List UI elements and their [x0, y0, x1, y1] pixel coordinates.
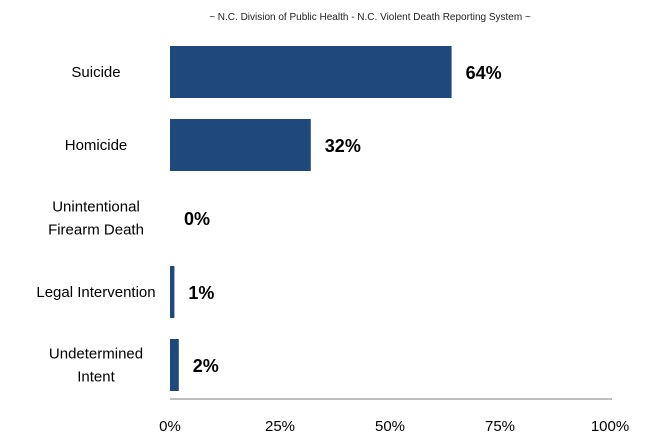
x-ticks-group: 0% 25% 50% 75% 100%: [159, 418, 629, 435]
value-label-0: 64%: [466, 63, 502, 83]
value-label-2: 0%: [184, 209, 210, 229]
bars-group: Suicide 64% Homicide 32% Unintentional Firear…: [36, 46, 502, 391]
category-label-0-0: Suicide: [71, 64, 120, 81]
category-label-2-0: Unintentional: [52, 199, 140, 216]
x-tick-label-4: 100%: [591, 418, 629, 435]
category-label-2-1: Firearm Death: [48, 222, 144, 239]
category-label-1-0: Homicide: [65, 137, 128, 154]
category-label-4-0: Undetermined: [49, 346, 143, 363]
value-label-4: 2%: [193, 356, 219, 376]
x-tick-label-2: 50%: [375, 418, 405, 435]
x-tick-label-3: 75%: [485, 418, 515, 435]
category-label-3-0: Legal Intervention: [36, 284, 155, 301]
chart-subtitle: ~ N.C. Division of Public Health - N.C. …: [209, 12, 531, 23]
value-label-1: 32%: [325, 136, 361, 156]
bar-3: [170, 266, 175, 318]
category-label-4-1: Intent: [77, 369, 115, 386]
bar-1: [170, 119, 311, 171]
bar-0: [170, 46, 452, 98]
x-tick-label-1: 25%: [265, 418, 295, 435]
bar-4: [170, 339, 179, 391]
x-tick-label-0: 0%: [159, 418, 181, 435]
value-label-3: 1%: [188, 283, 214, 303]
